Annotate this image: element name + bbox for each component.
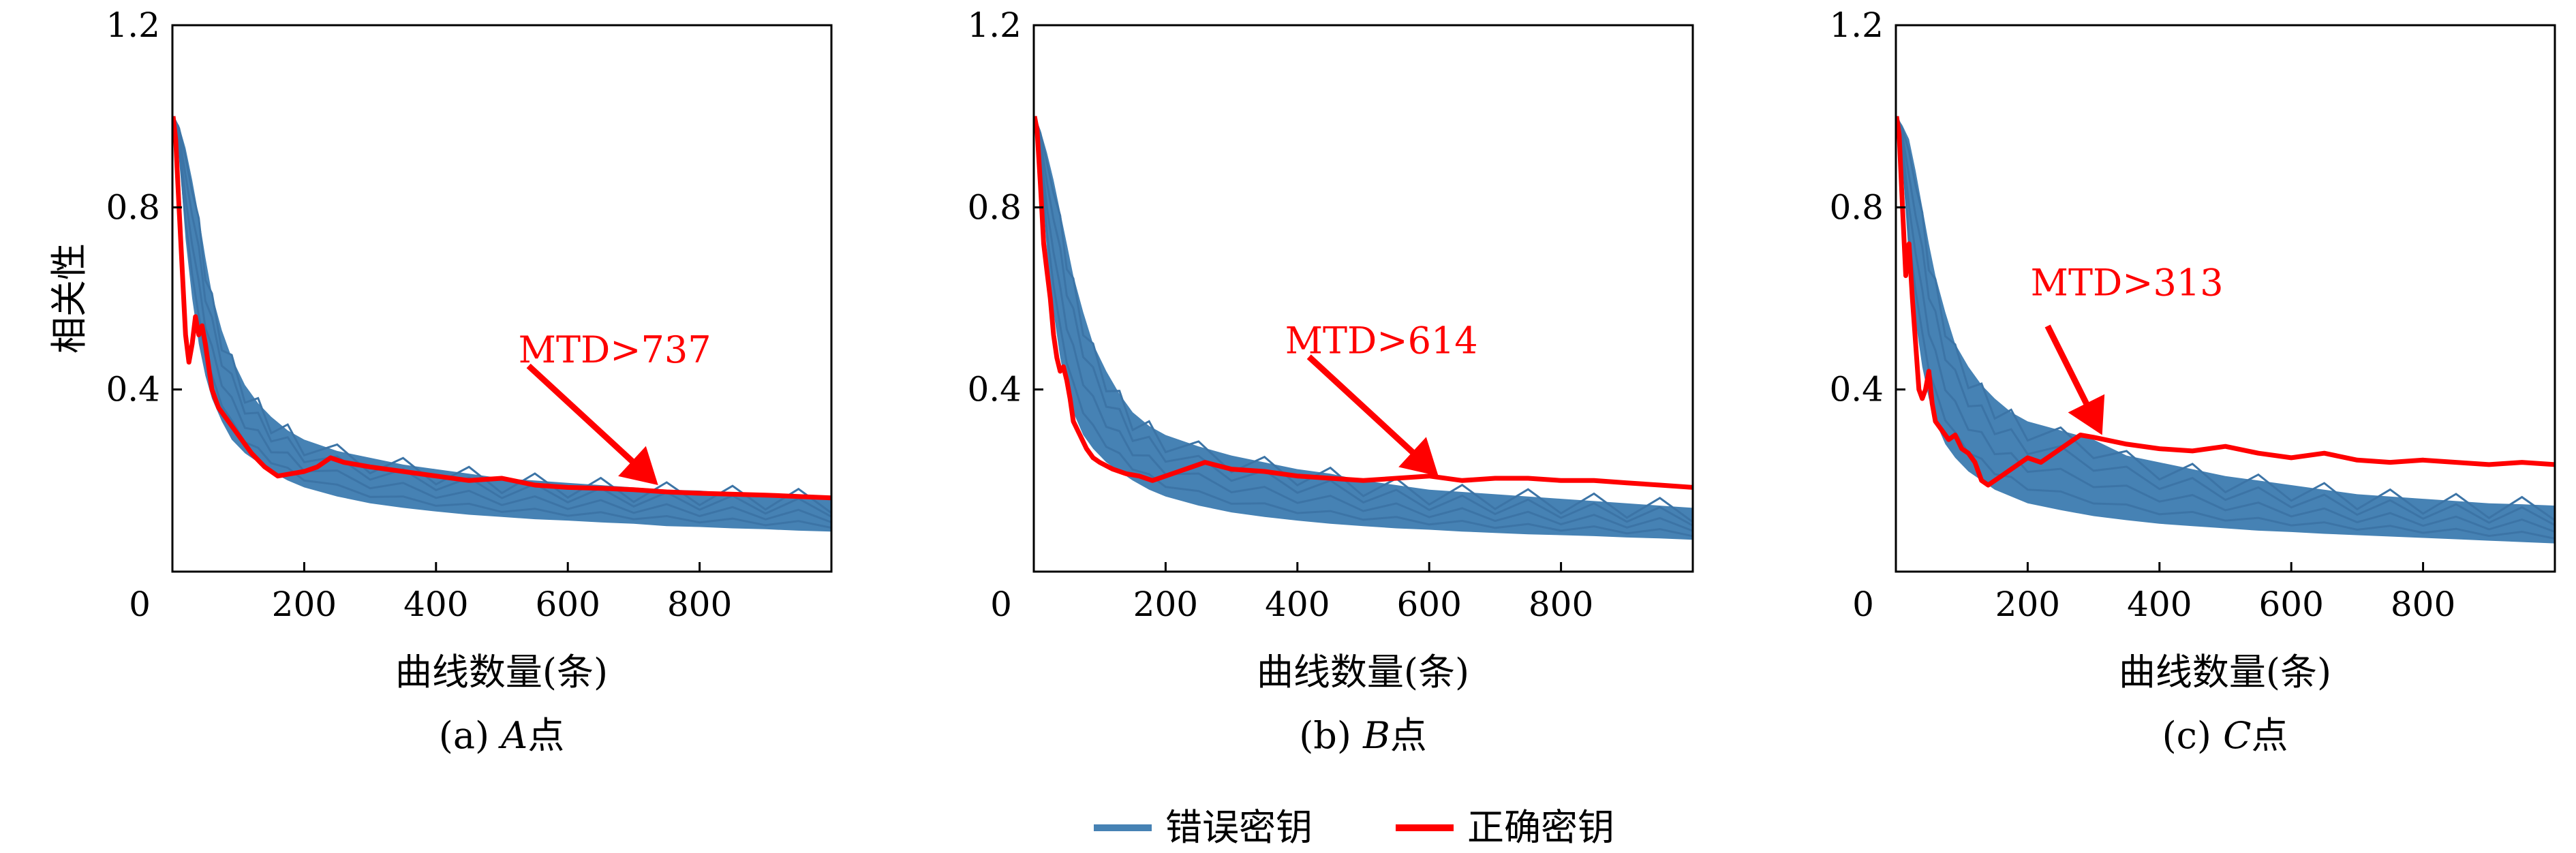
x-tick-label-a-0: 0 bbox=[129, 585, 151, 624]
wrong-key-band-c bbox=[1897, 116, 2555, 544]
y-tick-label-b-0.4: 0.4 bbox=[967, 370, 1022, 409]
caption-b: (b) B点 bbox=[1299, 714, 1427, 757]
wrong-key-trace-c-1 bbox=[1896, 116, 2555, 540]
legend-label-correct-key: 正确密钥 bbox=[1467, 806, 1614, 849]
y-tick-label-c-0.8: 0.8 bbox=[1829, 187, 1884, 227]
axes-frame-a bbox=[171, 24, 833, 573]
x-tick-label-b-0: 0 bbox=[990, 585, 1012, 624]
wrong-key-trace-b-3 bbox=[1034, 116, 1693, 527]
y-tick-label-c-0.4: 0.4 bbox=[1829, 370, 1884, 409]
x-axis-label-b: 曲线数量(条) bbox=[1257, 651, 1469, 694]
x-axis-label-c: 曲线数量(条) bbox=[2119, 651, 2331, 694]
y-tick-label-a-1.2: 1.2 bbox=[106, 5, 160, 45]
correct-key-line-c bbox=[1896, 116, 2555, 488]
annotation-text-b: MTD>614 bbox=[1285, 320, 1478, 362]
x-tick-label-a-600: 600 bbox=[535, 585, 600, 624]
y-tick-label-c-1.2: 1.2 bbox=[1829, 5, 1884, 45]
annotation-a: MTD>737 bbox=[519, 328, 711, 485]
wrong-key-trace-a-3 bbox=[172, 116, 831, 518]
caption-letter-b: B bbox=[1362, 714, 1390, 757]
x-tick-label-b-800: 800 bbox=[1529, 585, 1593, 624]
annotation-c: MTD>313 bbox=[2031, 262, 2224, 435]
wrong-key-trace-a-4 bbox=[172, 116, 831, 514]
annotation-b: MTD>614 bbox=[1285, 320, 1478, 476]
plot-area-a bbox=[172, 116, 831, 532]
wrong-key-trace-b-2 bbox=[1034, 116, 1693, 532]
x-tick-label-c-600: 600 bbox=[2258, 585, 2323, 624]
caption-a: (a) A点 bbox=[439, 714, 565, 757]
annotation-arrow-c bbox=[2044, 324, 2105, 435]
y-axis-label-a: 相关性 bbox=[48, 243, 91, 354]
ticks-b: 0 200 400 600 800 0.4 0.8 1.2 bbox=[967, 5, 1593, 624]
y-tick-label-a-0.4: 0.4 bbox=[106, 370, 160, 409]
x-tick-label-c-800: 800 bbox=[2391, 585, 2455, 624]
plot-area-b bbox=[1034, 116, 1693, 540]
y-tick-label-b-0.8: 0.8 bbox=[967, 187, 1022, 227]
wrong-key-trace-c-3 bbox=[1896, 116, 2555, 527]
x-tick-label-c-400: 400 bbox=[2127, 585, 2192, 624]
legend: 错误密钥 正确密钥 bbox=[1094, 806, 1614, 849]
x-tick-label-c-0: 0 bbox=[1852, 585, 1874, 624]
annotation-arrow-a bbox=[526, 363, 658, 485]
wrong-key-trace-c-4 bbox=[1896, 116, 2555, 521]
y-tick-label-b-1.2: 1.2 bbox=[967, 5, 1022, 45]
x-axis-label-a: 曲线数量(条) bbox=[395, 651, 608, 694]
caption-suffix-b: 点 bbox=[1390, 714, 1427, 757]
ticks-c: 0 200 400 600 800 0.4 0.8 1.2 bbox=[1829, 5, 2455, 624]
x-tick-label-b-400: 400 bbox=[1265, 585, 1330, 624]
x-tick-label-a-200: 200 bbox=[272, 585, 337, 624]
y-tick-label-a-0.8: 0.8 bbox=[106, 187, 160, 227]
x-tick-label-b-200: 200 bbox=[1133, 585, 1198, 624]
caption-suffix-a: 点 bbox=[527, 714, 564, 757]
caption-letter-a: A bbox=[497, 714, 527, 757]
chart-panel-c: 0 200 400 600 800 0.4 0.8 1.2 曲线数量(条) (c) C点 MT… bbox=[1829, 5, 2556, 757]
plot-area-c bbox=[1896, 116, 2555, 544]
wrong-key-trace-a-2 bbox=[172, 116, 831, 524]
caption-c: (c) C点 bbox=[2162, 714, 2288, 757]
ticks-a: 0 200 400 600 800 0.4 0.8 1.2 bbox=[106, 5, 732, 624]
chart-panel-a: 0 200 400 600 800 0.4 0.8 1.2 相关性 曲线数量(条) (a) A… bbox=[48, 5, 833, 757]
chart-panel-b: 0 200 400 600 800 0.4 0.8 1.2 曲线数量(条) (b) B点 MT… bbox=[967, 5, 1694, 757]
x-tick-label-c-200: 200 bbox=[1995, 585, 2060, 624]
x-tick-label-a-400: 400 bbox=[403, 585, 468, 624]
annotation-text-c: MTD>313 bbox=[2031, 262, 2224, 305]
caption-prefix-c: (c) bbox=[2162, 714, 2224, 757]
wrong-key-trace-b-4 bbox=[1034, 116, 1693, 523]
caption-letter-c: C bbox=[2223, 714, 2251, 757]
caption-prefix-b: (b) bbox=[1299, 714, 1363, 757]
legend-label-wrong-key: 错误密钥 bbox=[1165, 806, 1313, 849]
caption-suffix-c: 点 bbox=[2251, 714, 2288, 757]
wrong-key-trace-c-2 bbox=[1896, 116, 2555, 533]
wrong-key-trace-b-1 bbox=[1034, 116, 1693, 538]
x-tick-label-a-800: 800 bbox=[667, 585, 732, 624]
x-tick-label-b-600: 600 bbox=[1396, 585, 1461, 624]
correct-key-line-b bbox=[1034, 116, 1693, 490]
annotation-arrow-b bbox=[1306, 354, 1439, 476]
annotation-text-a: MTD>737 bbox=[519, 328, 711, 371]
axes-frame-c bbox=[1895, 24, 2556, 573]
axes-frame-b bbox=[1032, 24, 1694, 573]
correct-key-line-a bbox=[172, 116, 831, 501]
caption-prefix-a: (a) bbox=[439, 714, 502, 757]
